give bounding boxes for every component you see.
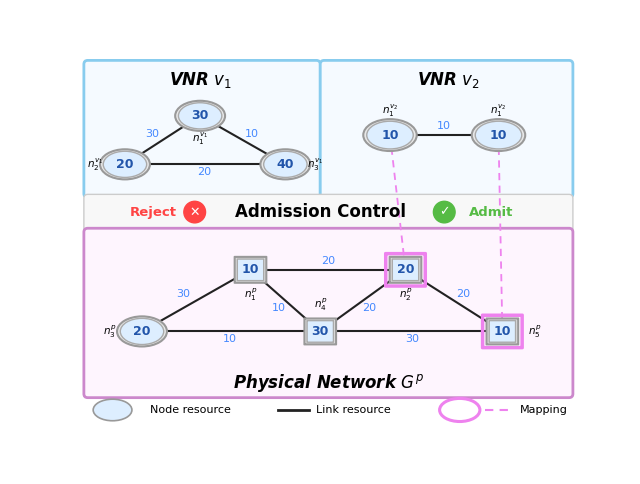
- Text: 20: 20: [321, 256, 335, 266]
- Ellipse shape: [472, 119, 525, 151]
- Text: 10: 10: [381, 129, 399, 142]
- FancyBboxPatch shape: [390, 257, 421, 283]
- Text: 30: 30: [176, 288, 190, 299]
- Ellipse shape: [364, 119, 417, 151]
- Text: $n_4^p$: $n_4^p$: [314, 296, 327, 313]
- FancyBboxPatch shape: [84, 228, 573, 398]
- FancyBboxPatch shape: [84, 195, 573, 231]
- Text: 30: 30: [404, 334, 419, 344]
- Text: ✓: ✓: [439, 206, 449, 219]
- Text: VNR $v_1$: VNR $v_1$: [169, 70, 232, 90]
- Text: 20: 20: [456, 288, 470, 299]
- FancyBboxPatch shape: [489, 320, 516, 342]
- Text: Admission Control: Admission Control: [235, 203, 406, 221]
- Ellipse shape: [103, 151, 147, 178]
- Text: $n_5^p$: $n_5^p$: [528, 323, 541, 340]
- Text: $n_3^{v_1}$: $n_3^{v_1}$: [307, 156, 323, 172]
- Text: 10: 10: [242, 263, 259, 276]
- Text: Physical Network $G^p$: Physical Network $G^p$: [232, 372, 424, 394]
- Ellipse shape: [179, 103, 222, 129]
- Text: 20: 20: [133, 325, 151, 338]
- FancyBboxPatch shape: [320, 60, 573, 197]
- Ellipse shape: [367, 121, 413, 149]
- Text: $n_1^{v_2}$: $n_1^{v_2}$: [490, 102, 507, 119]
- Text: Mapping: Mapping: [520, 405, 567, 415]
- Text: ✕: ✕: [189, 206, 200, 219]
- Ellipse shape: [93, 399, 132, 421]
- Text: Node resource: Node resource: [150, 405, 230, 415]
- Text: 10: 10: [272, 303, 286, 313]
- Text: Link resource: Link resource: [316, 405, 391, 415]
- Ellipse shape: [117, 317, 167, 347]
- Ellipse shape: [100, 149, 150, 180]
- Ellipse shape: [120, 318, 164, 345]
- Text: $n_2^{v_1}$: $n_2^{v_1}$: [88, 156, 104, 172]
- Text: 10: 10: [490, 129, 508, 142]
- Text: 10: 10: [437, 121, 451, 131]
- Circle shape: [433, 201, 455, 223]
- Text: $n_3^p$: $n_3^p$: [103, 323, 116, 340]
- Text: 30: 30: [145, 129, 159, 138]
- Text: $n_2^p$: $n_2^p$: [399, 286, 412, 302]
- Text: 40: 40: [276, 158, 294, 171]
- Text: $n_1^{v_2}$: $n_1^{v_2}$: [382, 102, 398, 119]
- FancyBboxPatch shape: [392, 259, 419, 281]
- Text: 20: 20: [197, 167, 211, 177]
- Text: 10: 10: [493, 325, 511, 338]
- FancyBboxPatch shape: [237, 259, 264, 281]
- Ellipse shape: [260, 149, 310, 180]
- Text: 20: 20: [362, 303, 376, 313]
- Text: 20: 20: [397, 263, 414, 276]
- Text: 20: 20: [116, 158, 134, 171]
- Text: Reject: Reject: [130, 206, 177, 219]
- FancyBboxPatch shape: [235, 257, 266, 283]
- Text: VNR $v_2$: VNR $v_2$: [417, 70, 479, 90]
- Text: 30: 30: [312, 325, 329, 338]
- Text: 30: 30: [191, 109, 209, 122]
- Ellipse shape: [476, 121, 522, 149]
- Ellipse shape: [440, 398, 480, 422]
- FancyBboxPatch shape: [486, 318, 518, 345]
- FancyBboxPatch shape: [305, 318, 336, 345]
- FancyBboxPatch shape: [84, 60, 320, 197]
- Text: 10: 10: [245, 129, 259, 138]
- FancyBboxPatch shape: [307, 320, 333, 342]
- Ellipse shape: [264, 151, 307, 178]
- Text: $n_1^{v_1}$: $n_1^{v_1}$: [192, 131, 208, 147]
- Ellipse shape: [175, 101, 225, 131]
- Text: 10: 10: [223, 334, 237, 344]
- Text: $n_1^p$: $n_1^p$: [244, 286, 257, 302]
- Text: Admit: Admit: [468, 206, 513, 219]
- Circle shape: [184, 201, 205, 223]
